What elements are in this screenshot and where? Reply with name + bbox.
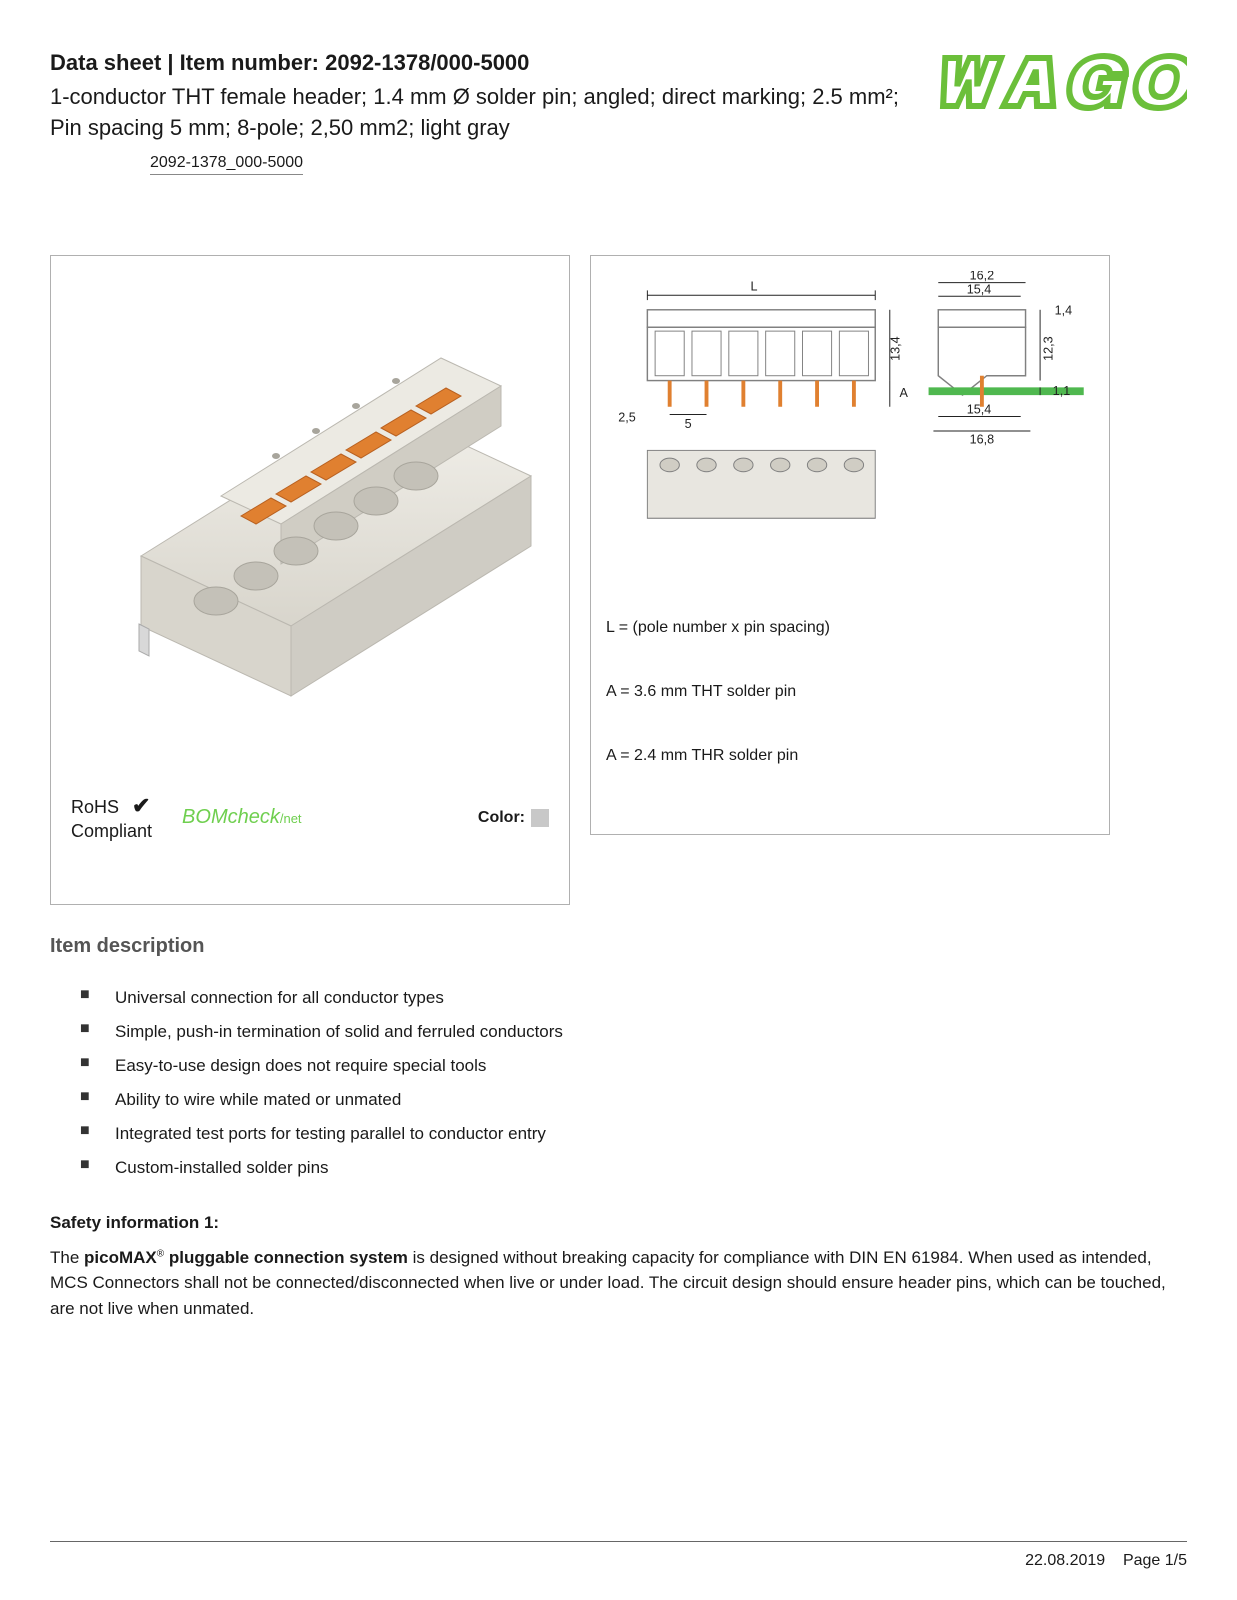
part-number-link[interactable]: 2092-1378_000-5000 xyxy=(150,154,303,175)
item-description-heading: Item description xyxy=(50,935,1187,958)
image-panels: RoHS ✔ Compliant BOMcheck/net Color: xyxy=(50,255,1187,905)
svg-text:16,8: 16,8 xyxy=(970,432,995,446)
compliance-row: RoHS ✔ Compliant BOMcheck/net Color: xyxy=(71,792,549,844)
list-item: Ability to wire while mated or unmated xyxy=(80,1090,1187,1110)
footer-date: 22.08.2019 xyxy=(1025,1552,1105,1569)
wago-logo xyxy=(927,50,1187,115)
dimension-drawing-panel: L 13,4 A 2,5 5 xyxy=(590,255,1110,835)
svg-text:16,2: 16,2 xyxy=(970,271,995,283)
product-image-panel: RoHS ✔ Compliant BOMcheck/net Color: xyxy=(50,255,570,905)
dimension-notes: L = (pole number x pin spacing) A = 3.6 … xyxy=(606,616,1094,768)
svg-text:1,4: 1,4 xyxy=(1055,303,1073,317)
list-item: Simple, push-in termination of solid and… xyxy=(80,1022,1187,1042)
svg-text:13,4: 13,4 xyxy=(888,336,902,361)
footer-page: Page 1/5 xyxy=(1123,1552,1187,1569)
svg-text:15,4: 15,4 xyxy=(967,402,992,416)
svg-text:12,3: 12,3 xyxy=(1042,336,1056,361)
title: Data sheet | Item number: 2092-1378/000-… xyxy=(50,50,927,76)
dim-note-A-tht: A = 3.6 mm THT solder pin xyxy=(606,680,1094,704)
description-list: Universal connection for all conductor t… xyxy=(50,988,1187,1178)
svg-text:15,4: 15,4 xyxy=(967,282,992,296)
color-label-text: Color: xyxy=(478,809,525,827)
color-indicator: Color: xyxy=(478,809,549,827)
dim-note-L: L = (pole number x pin spacing) xyxy=(606,616,1094,640)
dim-note-A-thr: A = 2.4 mm THR solder pin xyxy=(606,744,1094,768)
header: Data sheet | Item number: 2092-1378/000-… xyxy=(50,50,1187,175)
product-render xyxy=(71,296,551,716)
list-item: Custom-installed solder pins xyxy=(80,1158,1187,1178)
dimension-drawing: L 13,4 A 2,5 5 xyxy=(606,271,1096,591)
compliant-label: Compliant xyxy=(71,821,152,841)
footer: 22.08.2019 Page 1/5 xyxy=(50,1541,1187,1570)
check-icon: ✔ xyxy=(132,793,150,818)
list-item: Integrated test ports for testing parall… xyxy=(80,1124,1187,1144)
svg-text:L: L xyxy=(751,279,758,293)
color-swatch xyxy=(531,809,549,827)
svg-text:A: A xyxy=(899,386,908,400)
rohs-compliant: RoHS ✔ Compliant xyxy=(71,792,152,844)
list-item: Universal connection for all conductor t… xyxy=(80,988,1187,1008)
subtitle: 1-conductor THT female header; 1.4 mm Ø … xyxy=(50,82,927,144)
svg-text:5: 5 xyxy=(685,417,692,431)
safety-text: The picoMAX® pluggable connection system… xyxy=(50,1245,1187,1322)
svg-text:2,5: 2,5 xyxy=(618,410,636,424)
svg-text:1,1: 1,1 xyxy=(1053,384,1071,398)
bomcheck-logo: BOMcheck/net xyxy=(182,806,302,829)
safety-heading: Safety information 1: xyxy=(50,1213,1187,1233)
header-text: Data sheet | Item number: 2092-1378/000-… xyxy=(50,50,927,175)
rohs-label: RoHS xyxy=(71,797,119,817)
list-item: Easy-to-use design does not require spec… xyxy=(80,1056,1187,1076)
